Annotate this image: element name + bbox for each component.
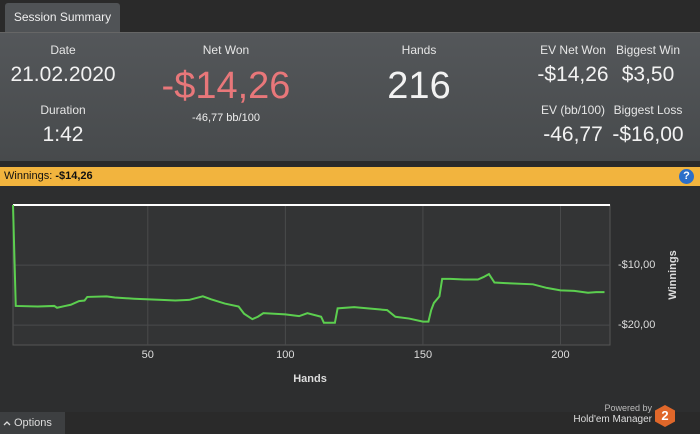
plot-area [12,204,611,346]
stat-label: EV (bb/100) [540,103,606,117]
powered-by: Powered by [604,403,652,413]
summary-panel [0,32,700,161]
brand-name: Hold'em Manager [573,414,652,425]
help-icon[interactable]: ? [679,169,694,184]
winnings-value: -$14,26 [55,170,93,182]
stat-value: -$14,26 [161,65,291,107]
x-tick-label: 200 [551,349,569,361]
x-tick-label: 100 [276,349,294,361]
brand-version: 2 [661,408,668,423]
stat: Duration 1:42 [40,103,85,147]
y-axis-label: Winnings [667,250,679,299]
stat-value: -46,77 [543,123,603,146]
stat-value: 21.02.2020 [10,63,116,86]
tab[interactable]: Session Summary [5,3,120,32]
stat-label: Hands [401,43,437,57]
stat: EV Net Won -$14,26 [537,43,608,87]
x-tick-label: 50 [142,349,154,361]
stat-value: -$16,00 [612,123,684,146]
stat-value: $3,50 [621,63,675,86]
x-tick-label: 150 [414,349,432,361]
winnings-bar: Winnings: -$14,26 ? [0,167,700,186]
line-series [12,204,605,324]
y-tick-label: -$20,00 [618,319,655,331]
stat-sub: -46,77 bb/100 [192,112,260,124]
x-axis-label: Hands [293,373,327,385]
stat-label: EV Net Won [540,43,606,57]
stat-value: 216 [387,65,451,107]
stat-label: Biggest Loss [613,103,683,117]
stat: Net Won -$14,26 -46,77 bb/100 [162,43,291,124]
chart: Hands Winnings 50 100 150 200 -$10,00 -$20,00… [0,186,700,412]
stat: Biggest Loss -$16,00 [612,103,683,147]
stat-label: Net Won [202,43,250,57]
stat-label: Date [50,43,76,57]
stat-label: Biggest Win [615,43,681,57]
caret-icon [3,421,11,426]
stat: Biggest Win $3,50 [616,43,680,87]
stat: Date 21.02.2020 [10,43,115,87]
brand-logo: 2 [655,405,675,427]
stat-label: Duration [40,103,86,117]
stat-value: 1:42 [42,123,84,146]
options-label: Options [14,417,52,429]
stat: Hands 216 [387,43,450,108]
options-button[interactable]: Options [0,412,65,434]
y-tick-label: -$10,00 [618,259,655,271]
stat: EV (bb/100) -46,77 [541,103,605,147]
winnings-label: Winnings: [4,170,53,182]
stat-value: -$14,26 [537,63,609,86]
